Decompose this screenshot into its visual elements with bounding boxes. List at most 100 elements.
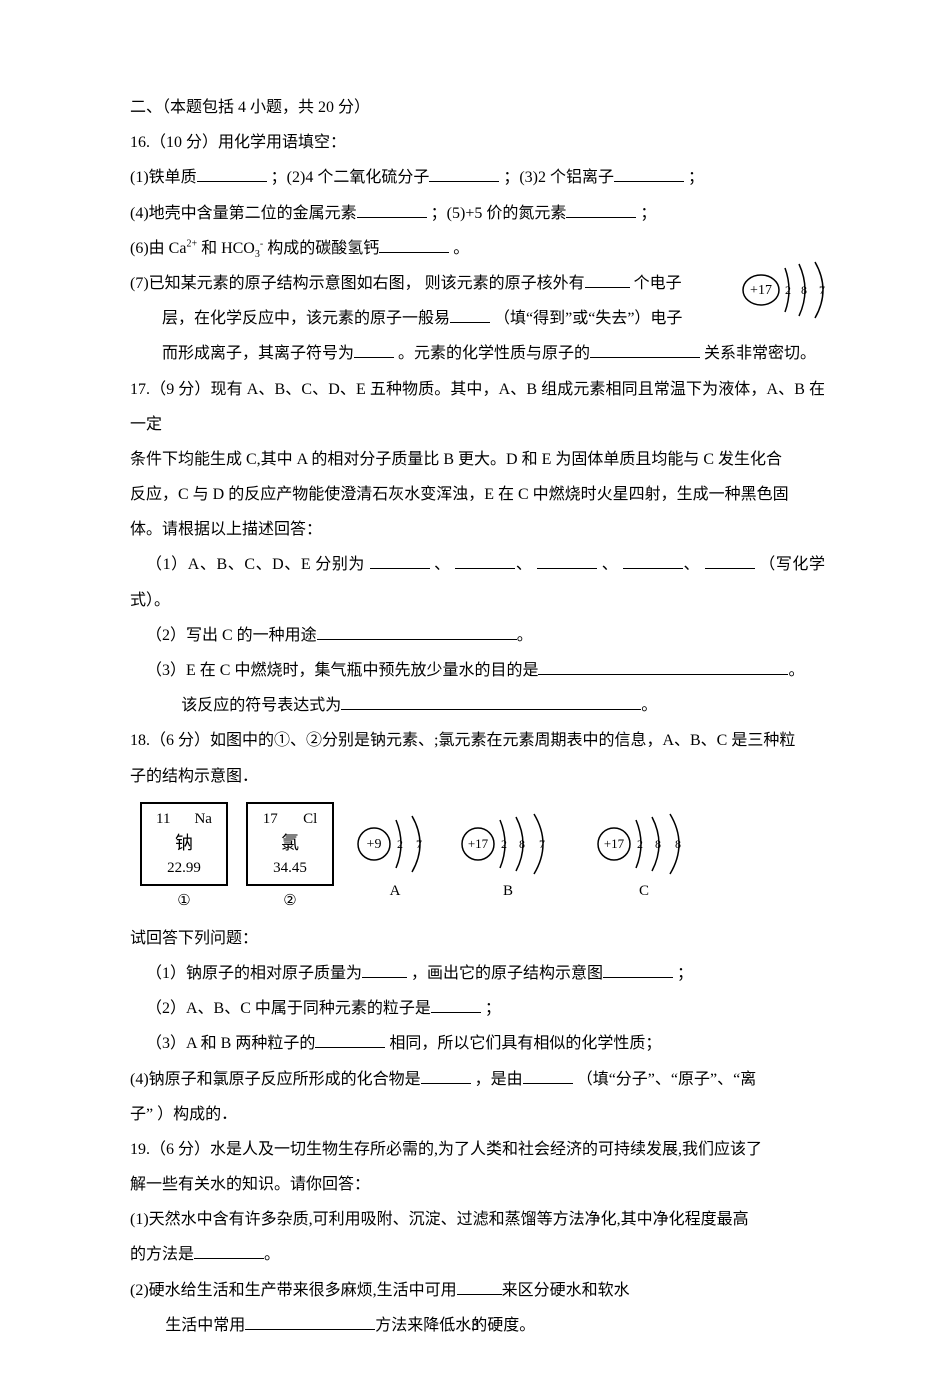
- blank: [315, 1031, 385, 1049]
- atom-A-col: +9 2 7 A: [352, 812, 438, 903]
- blank: [590, 341, 700, 359]
- q19-p2b: 来区分硬水和软水: [502, 1282, 630, 1299]
- q17-p3d: 。: [641, 697, 657, 714]
- q18-p3: （3）A 和 B 两种粒子的 相同，所以它们具有相似的化学性质；: [130, 1026, 825, 1061]
- q16-l3d: 。: [453, 240, 469, 257]
- elem2-label: ②: [283, 889, 296, 913]
- q16-l1d: ；: [688, 169, 704, 186]
- q16-l1b: ；(2)4 个二氧化硫分子: [271, 169, 430, 186]
- q19-p1c: 。: [264, 1246, 280, 1263]
- q16-l6c: 关系非常密切。: [704, 345, 816, 362]
- blank: [354, 341, 394, 359]
- q18-p3b: 相同，所以它们具有相似的化学性质；: [389, 1035, 661, 1052]
- blank: [537, 552, 597, 570]
- q18-p1a: （1）钠原子的相对原子质量为: [146, 965, 362, 982]
- q18-p4c: （填“分子”、“原子”、“离: [577, 1071, 757, 1088]
- q18-p3a: （3）A 和 B 两种粒子的: [146, 1035, 315, 1052]
- atomA-shell1: 2: [397, 837, 403, 851]
- sep: 、: [597, 556, 618, 573]
- q16-line4-wrap: +17 2 8 7 (7)已知某元素的原子结构示意图如右图， 则该元素的原子核外…: [130, 266, 825, 301]
- atomA-shell2: 7: [416, 837, 422, 851]
- atomC-shell2: 8: [655, 837, 661, 851]
- q18-p1: （1）钠原子的相对原子质量为 ，画出它的原子结构示意图 ；: [130, 956, 825, 991]
- q18-p4b: ，是由: [475, 1071, 523, 1088]
- q16-l3b-sup: -: [260, 238, 263, 249]
- atomC-shell1: 2: [637, 837, 643, 851]
- q16-l4a: (7)已知某元素的原子结构示意图如右图， 则该元素的原子核外有: [130, 275, 585, 292]
- q16-l1c: ；(3)2 个铝离子: [503, 169, 614, 186]
- q16-l3b: 和 HCO: [201, 240, 255, 257]
- atom-B-svg: +17 2 8 7: [456, 812, 560, 876]
- q16-l3b-sub: 3: [255, 249, 260, 260]
- blank: [450, 306, 490, 324]
- q17-p1: （1）A、B、C、D、E 分别为 、 、 、 、 （写化学式）。: [130, 547, 825, 617]
- blank: [194, 1242, 264, 1260]
- q18-head2: 子的结构示意图．: [130, 759, 825, 794]
- atom-C-col: +17 2 8 8 C: [592, 812, 696, 903]
- elem2-num: 17: [263, 808, 278, 831]
- blank: [614, 165, 684, 183]
- q16-l1a: (1)铁单质: [130, 169, 197, 186]
- q17-p2b: 。: [517, 627, 533, 644]
- blank: [341, 693, 641, 711]
- q19-p1a: (1)天然水中含有许多杂质,可利用吸附、沉淀、过滤和蒸馏等方法净化,其中净化程度…: [130, 1202, 825, 1237]
- q17-p3a: （3）E 在 C 中燃烧时，集气瓶中预先放少量水的目的是 。: [130, 653, 825, 688]
- blank: [585, 270, 630, 288]
- q16-l5b: （填“得到”或“失去”）电子: [494, 310, 682, 327]
- q16-title: 16.（10 分）用化学用语填空：: [130, 125, 825, 160]
- q17-l2: 条件下均能生成 C,其中 A 的相对分子质量比 B 更大。D 和 E 为固体单质…: [130, 442, 825, 477]
- element-box-2-col: 17Cl 氯 34.45 ②: [246, 802, 334, 913]
- atomA-label: A: [390, 879, 401, 903]
- elem1-label: ①: [177, 889, 190, 913]
- q16-line5: 层，在化学反应中，该元素的原子一般易 （填“得到”或“失去”）电子: [130, 301, 825, 336]
- blank: [197, 165, 267, 183]
- q18-p2b: ；: [485, 1000, 501, 1017]
- elem2-name: 氯: [250, 830, 330, 857]
- q17-p3c-text: 该反应的符号表达式为: [181, 697, 341, 714]
- q16-line4: (7)已知某元素的原子结构示意图如右图， 则该元素的原子核外有 个电子: [130, 266, 825, 301]
- atomB-shell3: 7: [539, 837, 545, 851]
- sep: 、: [430, 556, 451, 573]
- q16-l3a: (6)由 Ca: [130, 240, 186, 257]
- blank: [362, 960, 407, 978]
- atomC-shell3: 8: [675, 837, 681, 851]
- blank: [705, 552, 755, 570]
- atomC-nucleus: +17: [604, 836, 625, 851]
- blank: [431, 996, 481, 1014]
- atomB-shell2: 8: [519, 837, 525, 851]
- q17-p3b: 。: [788, 662, 804, 679]
- q18-p4: (4)钠原子和氯原子反应所形成的化合物是 ，是由 （填“分子”、“原子”、“离: [130, 1062, 825, 1097]
- atomA-nucleus: +9: [367, 837, 382, 852]
- elem2-sym: Cl: [303, 808, 317, 831]
- blank: [523, 1066, 573, 1084]
- blank: [457, 1277, 502, 1295]
- q16-l6a: 而形成离子，其离子符号为: [162, 345, 354, 362]
- q17-p2: （2）写出 C 的一种用途。: [130, 618, 825, 653]
- section-2-header: 二、（本题包括 4 小题，共 20 分）: [130, 90, 825, 125]
- q16-line2: (4)地壳中含量第二位的金属元素 ；(5)+5 价的氮元素 ；: [130, 196, 825, 231]
- q19-p1b-line: 的方法是。: [130, 1237, 825, 1272]
- blank: [538, 657, 788, 675]
- elem1-mass: 22.99: [144, 857, 224, 880]
- q16-l2a: (4)地壳中含量第二位的金属元素: [130, 205, 357, 222]
- sep: 、: [683, 556, 700, 573]
- element-box-1-col: 11Na 钠 22.99 ①: [140, 802, 228, 913]
- q16-l5a: 层，在化学反应中，该元素的原子一般易: [162, 310, 450, 327]
- q18-p1c: ；: [677, 965, 693, 982]
- q18-figure-row: 11Na 钠 22.99 ① 17Cl 氯 34.45 ② +9 2 7 A +…: [140, 802, 825, 913]
- elem1-name: 钠: [144, 830, 224, 857]
- sep: 、: [515, 556, 532, 573]
- blank: [421, 1066, 471, 1084]
- q19-l2: 解一些有关水的知识。请你回答：: [130, 1167, 825, 1202]
- elem1-num: 11: [156, 808, 170, 831]
- q17-p3a-text: （3）E 在 C 中燃烧时，集气瓶中预先放少量水的目的是: [146, 662, 538, 679]
- element-box-1: 11Na 钠 22.99: [140, 802, 228, 886]
- q18-p1b: ，画出它的原子结构示意图: [411, 965, 603, 982]
- q18-p4d: 子” ）构成的．: [130, 1097, 825, 1132]
- q16-l2c: ；: [640, 205, 656, 222]
- blank: [357, 200, 427, 218]
- page-number: 3: [0, 1310, 950, 1343]
- q17-l3: 反应，C 与 D 的反应产物能使澄清石灰水变浑浊，E 在 C 中燃烧时火星四射，…: [130, 477, 825, 512]
- atomC-label: C: [639, 879, 649, 903]
- q17-l1: 17.（9 分）现有 A、B、C、D、E 五种物质。其中，A、B 组成元素相同且…: [130, 372, 825, 442]
